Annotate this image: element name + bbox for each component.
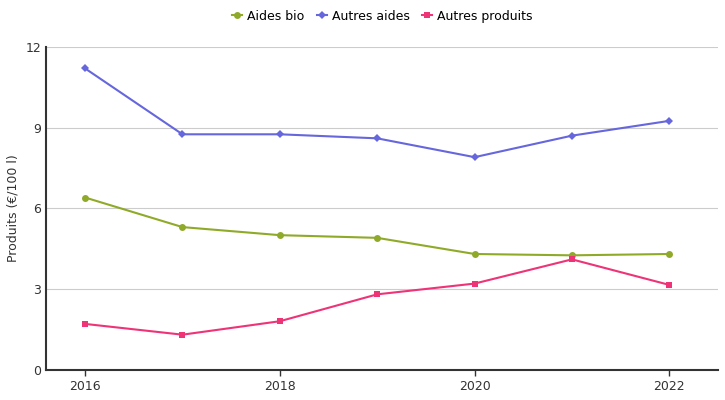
Autres produits [665,282,674,287]
Autres produits [80,322,89,326]
Aides bio [80,195,89,200]
Autres aides [471,155,479,160]
Autres aides [276,132,284,137]
Autres aides [665,118,674,123]
Line: Aides bio: Aides bio [82,194,673,259]
Autres produits [568,257,576,262]
Line: Autres produits: Autres produits [82,256,673,338]
Autres produits [178,332,187,337]
Aides bio [373,236,381,240]
Aides bio [568,253,576,258]
Aides bio [471,252,479,256]
Autres produits [471,281,479,286]
Aides bio [276,233,284,238]
Aides bio [178,225,187,230]
Autres produits [373,292,381,297]
Autres aides [80,66,89,71]
Y-axis label: Produits (€/100 l): Produits (€/100 l) [7,154,20,262]
Autres aides [568,133,576,138]
Autres aides [178,132,187,137]
Aides bio [665,252,674,256]
Legend: Aides bio, Autres aides, Autres produits: Aides bio, Autres aides, Autres produits [227,5,537,28]
Line: Autres aides: Autres aides [82,66,672,160]
Autres produits [276,319,284,324]
Autres aides [373,136,381,141]
